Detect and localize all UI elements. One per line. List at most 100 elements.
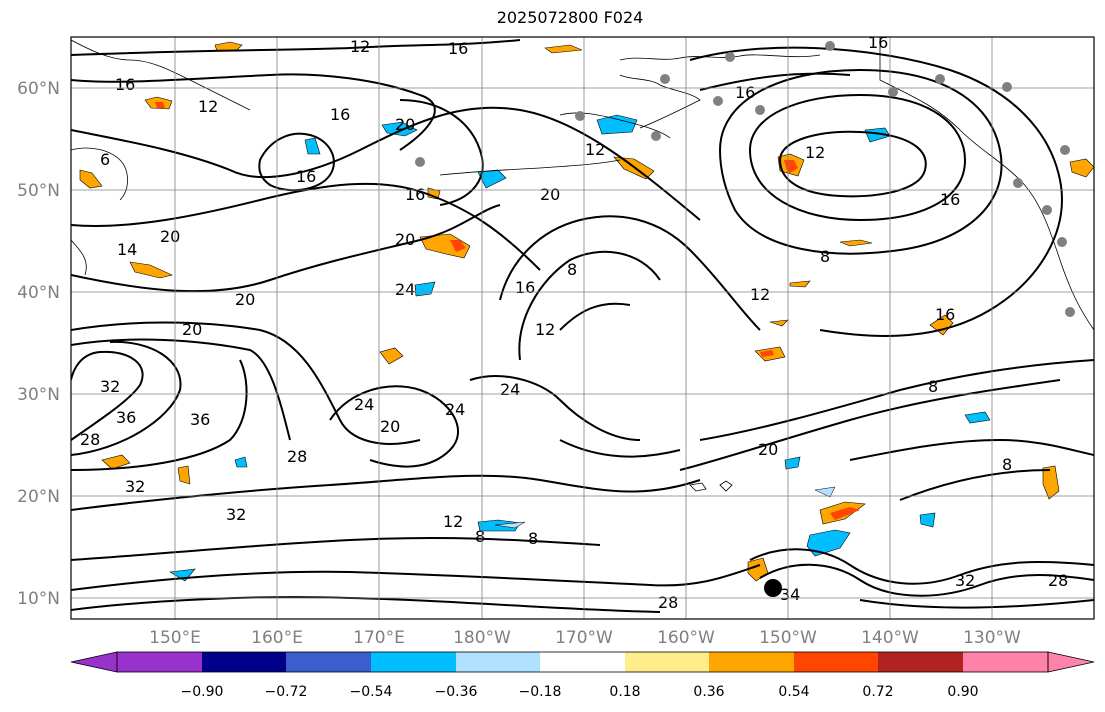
contour-label-group: 16 16 12 16 6 12 16 20 16 16 12 20 16 20… bbox=[80, 33, 1068, 612]
contour-label: 34 bbox=[780, 585, 800, 604]
contour-label: 12 bbox=[350, 37, 370, 56]
colorbar-segment bbox=[202, 652, 286, 672]
station-marker bbox=[1065, 307, 1075, 317]
contour-label: 36 bbox=[116, 408, 136, 427]
contour-label: 24 bbox=[395, 280, 415, 299]
colorbar-right-extension bbox=[1047, 651, 1095, 673]
colorbar-segment bbox=[371, 652, 456, 672]
contour-label: 16 bbox=[330, 105, 350, 124]
contour-label: 36 bbox=[190, 410, 210, 429]
contour-label: 28 bbox=[80, 430, 100, 449]
lon-label: 160°E bbox=[251, 628, 303, 648]
lon-label: 160°W bbox=[657, 628, 715, 648]
lon-label: 180°W bbox=[453, 628, 511, 648]
lat-label: 10°N bbox=[17, 589, 60, 609]
coastlines bbox=[71, 37, 1094, 492]
colorbar-segment bbox=[540, 652, 625, 672]
colorbar-segment bbox=[794, 652, 878, 672]
colorbar: −0.90 −0.72 −0.54 −0.36 −0.18 0.18 0.36 … bbox=[70, 651, 1095, 700]
contour-label: 24 bbox=[354, 395, 374, 414]
contour-label: 16 bbox=[940, 190, 960, 209]
contour-label: 8 bbox=[528, 529, 538, 548]
contour-label: 16 bbox=[868, 33, 888, 52]
lat-label: 40°N bbox=[17, 283, 60, 303]
station-marker bbox=[1013, 178, 1023, 188]
map-title: 2025072800 F024 bbox=[496, 8, 644, 27]
contour-label: 20 bbox=[160, 227, 180, 246]
colorbar-segment bbox=[456, 652, 540, 672]
contour-label: 20 bbox=[380, 417, 400, 436]
colorbar-ticks: −0.90 −0.72 −0.54 −0.36 −0.18 0.18 0.36 … bbox=[181, 684, 979, 700]
contour-label: 32 bbox=[100, 377, 120, 396]
station-marker bbox=[1057, 237, 1067, 247]
contour-label: 24 bbox=[445, 400, 465, 419]
contour-label: 28 bbox=[287, 447, 307, 466]
contour-label: 32 bbox=[226, 505, 246, 524]
contour-label: 8 bbox=[475, 527, 485, 546]
lon-label: 170°W bbox=[555, 628, 613, 648]
contour-label: 16 bbox=[296, 167, 316, 186]
lon-label: 130°W bbox=[963, 628, 1021, 648]
lon-label: 170°E bbox=[353, 628, 405, 648]
contour-label: 20 bbox=[395, 230, 415, 249]
lat-label: 60°N bbox=[17, 79, 60, 99]
station-marker bbox=[725, 52, 735, 62]
station-marker bbox=[575, 111, 585, 121]
contour-label: 12 bbox=[805, 143, 825, 162]
colorbar-segment bbox=[117, 652, 202, 672]
lat-label: 30°N bbox=[17, 385, 60, 405]
colorbar-segment bbox=[625, 652, 709, 672]
colorbar-segment bbox=[709, 652, 794, 672]
contour-label: 12 bbox=[750, 285, 770, 304]
map-frame bbox=[70, 36, 1095, 620]
station-marker bbox=[888, 87, 898, 97]
gridlines bbox=[71, 37, 1094, 619]
contour-label: 16 bbox=[448, 39, 468, 58]
colorbar-tick-label: −0.18 bbox=[519, 684, 562, 700]
contour-label: 28 bbox=[658, 593, 678, 612]
contour-label: 20 bbox=[235, 290, 255, 309]
contour-label: 16 bbox=[115, 75, 135, 94]
contour-label: 20 bbox=[540, 185, 560, 204]
contour-label: 6 bbox=[100, 150, 110, 169]
lat-label: 50°N bbox=[17, 181, 60, 201]
contour-label: 14 bbox=[117, 240, 137, 259]
lat-label: 20°N bbox=[17, 487, 60, 507]
contour-label: 12 bbox=[443, 512, 463, 531]
contour-label: 32 bbox=[125, 477, 145, 496]
contour-label: 20 bbox=[758, 440, 778, 459]
contour-label: 12 bbox=[198, 97, 218, 116]
station-marker bbox=[660, 74, 670, 84]
colorbar-tick-label: 0.90 bbox=[947, 684, 978, 700]
contour-label: 8 bbox=[820, 247, 830, 266]
station-marker bbox=[1042, 205, 1052, 215]
contour-label: 16 bbox=[735, 83, 755, 102]
contour-label: 16 bbox=[405, 185, 425, 204]
contour-label: 12 bbox=[535, 320, 555, 339]
contour-label: 12 bbox=[585, 140, 605, 159]
colorbar-segment bbox=[878, 652, 963, 672]
station-marker bbox=[651, 131, 661, 141]
colorbar-segment bbox=[963, 652, 1048, 672]
contour-label: 24 bbox=[500, 380, 520, 399]
station-marker bbox=[935, 74, 945, 84]
colorbar-tick-label: 0.72 bbox=[862, 684, 893, 700]
blue-patches bbox=[169, 114, 991, 582]
lon-labels: 150°E 160°E 170°E 180°W 170°W 160°W 150°… bbox=[149, 628, 1021, 648]
station-marker bbox=[415, 157, 425, 167]
colorbar-left-extension bbox=[70, 651, 118, 673]
contour-lines bbox=[71, 39, 1094, 613]
station-marker bbox=[755, 105, 765, 115]
lon-label: 150°W bbox=[759, 628, 817, 648]
colorbar-tick-label: −0.54 bbox=[350, 684, 393, 700]
map-body: 16 16 12 16 6 12 16 20 16 16 12 20 16 20… bbox=[71, 33, 1094, 619]
station-marker bbox=[1060, 145, 1070, 155]
contour-label: 8 bbox=[928, 377, 938, 396]
colorbar-tick-label: −0.90 bbox=[181, 684, 224, 700]
lon-label: 150°E bbox=[149, 628, 201, 648]
colorbar-outline bbox=[116, 651, 1049, 673]
contour-label: 32 bbox=[955, 571, 975, 590]
station-marker bbox=[1002, 82, 1012, 92]
station-marker bbox=[825, 41, 835, 51]
contour-label: 20 bbox=[182, 320, 202, 339]
